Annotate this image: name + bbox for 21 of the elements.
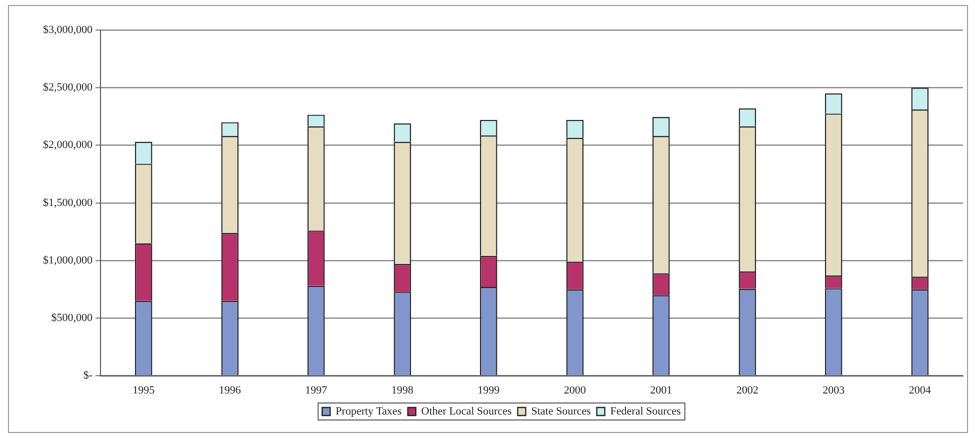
legend-label: Property Taxes: [336, 405, 402, 418]
x-tick-label: 1997: [305, 384, 328, 396]
x-tick-label: 1999: [478, 384, 500, 396]
legend-label: Other Local Sources: [421, 405, 512, 418]
x-tick-label: 2000: [564, 384, 586, 396]
y-tick-label: $3,000,000: [43, 24, 93, 36]
x-tick-label: 2002: [736, 384, 758, 396]
y-tick-label: $-: [83, 370, 93, 382]
x-tick-label: 1996: [218, 384, 242, 396]
y-tick-label: $500,000: [51, 312, 93, 324]
x-tick-label: 1998: [391, 384, 414, 396]
y-tick-label: $2,000,000: [43, 139, 93, 152]
x-tick-label: 2003: [822, 384, 846, 396]
y-tick-label: $2,500,000: [43, 82, 93, 94]
x-tick-label: 2004: [908, 384, 932, 396]
y-tick-label: $1,000,000: [43, 254, 93, 266]
x-tick-label: 1995: [132, 384, 156, 396]
x-tick-label: 2001: [650, 384, 672, 396]
y-tick-label: $1,500,000: [43, 196, 93, 209]
legend-label: State Sources: [531, 405, 591, 418]
legend-label: Federal Sources: [610, 405, 681, 418]
